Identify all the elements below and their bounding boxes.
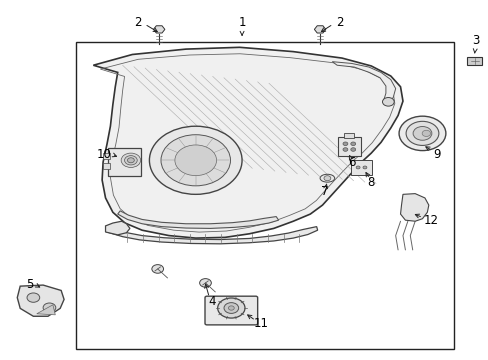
- Text: 8: 8: [367, 176, 374, 189]
- Circle shape: [228, 306, 234, 310]
- Circle shape: [217, 298, 244, 318]
- FancyBboxPatch shape: [204, 296, 257, 325]
- Circle shape: [175, 145, 216, 176]
- Polygon shape: [37, 305, 55, 315]
- Polygon shape: [118, 211, 278, 228]
- Polygon shape: [105, 221, 130, 235]
- Circle shape: [43, 303, 56, 312]
- Bar: [76, 42, 453, 348]
- Bar: [344, 134, 353, 138]
- Text: 11: 11: [254, 317, 268, 330]
- FancyBboxPatch shape: [108, 148, 141, 176]
- Polygon shape: [17, 285, 64, 316]
- Circle shape: [342, 142, 347, 145]
- Text: 2: 2: [335, 16, 343, 29]
- Bar: [466, 57, 482, 65]
- Text: 7: 7: [321, 185, 328, 198]
- Polygon shape: [314, 26, 325, 33]
- Circle shape: [362, 166, 366, 169]
- Circle shape: [398, 116, 445, 150]
- Polygon shape: [400, 194, 428, 221]
- Text: 1: 1: [238, 16, 245, 35]
- Text: 5: 5: [26, 278, 34, 291]
- Text: 10: 10: [97, 148, 111, 161]
- Circle shape: [421, 130, 430, 136]
- Bar: [103, 163, 110, 169]
- Polygon shape: [153, 26, 164, 33]
- Text: 3: 3: [471, 34, 479, 53]
- Circle shape: [324, 176, 330, 181]
- Circle shape: [161, 135, 230, 186]
- Circle shape: [412, 126, 431, 140]
- Text: 4: 4: [208, 296, 215, 309]
- Polygon shape: [107, 226, 317, 244]
- Text: 6: 6: [347, 156, 355, 169]
- Circle shape: [27, 293, 40, 302]
- Text: 12: 12: [423, 214, 437, 227]
- Polygon shape: [93, 47, 402, 238]
- Ellipse shape: [320, 174, 334, 182]
- Circle shape: [121, 153, 141, 167]
- Circle shape: [382, 98, 393, 106]
- Circle shape: [199, 279, 211, 287]
- Bar: [103, 153, 110, 159]
- FancyBboxPatch shape: [337, 137, 360, 156]
- Polygon shape: [331, 62, 395, 103]
- FancyBboxPatch shape: [350, 160, 371, 175]
- Circle shape: [350, 148, 355, 151]
- Circle shape: [152, 265, 163, 273]
- Circle shape: [224, 303, 238, 314]
- Circle shape: [342, 148, 347, 151]
- Circle shape: [127, 158, 134, 163]
- Circle shape: [350, 142, 355, 145]
- Circle shape: [405, 121, 438, 145]
- Circle shape: [124, 156, 137, 165]
- Circle shape: [149, 126, 242, 194]
- Circle shape: [355, 166, 359, 169]
- Text: 2: 2: [134, 16, 142, 29]
- Text: 9: 9: [432, 148, 440, 161]
